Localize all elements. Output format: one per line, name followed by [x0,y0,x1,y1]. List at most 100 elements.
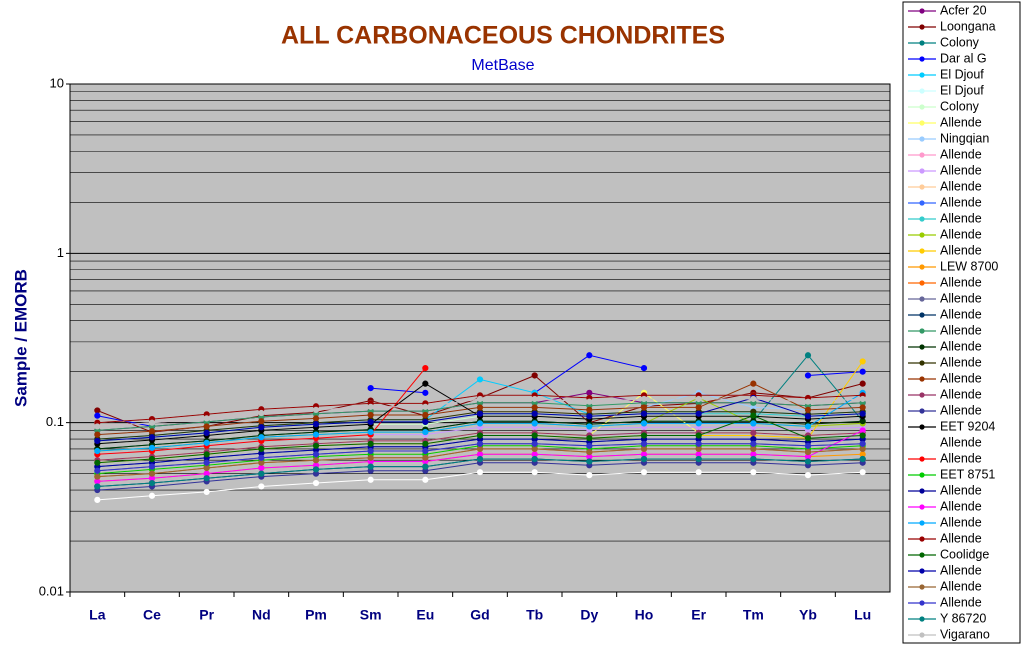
data-point [531,469,538,476]
data-point [859,358,866,365]
x-tick-label: Gd [470,607,489,623]
data-point [312,451,320,458]
data-point [586,423,593,430]
x-tick-label: Lu [854,607,871,623]
x-tick-label: Tm [743,607,764,623]
data-point [804,406,812,413]
legend-label: Allende [940,387,982,401]
data-point [640,445,648,452]
data-point [476,376,484,383]
data-point [695,432,702,439]
legend-marker [919,216,925,222]
data-point [695,395,702,403]
x-tick-label: Ce [143,607,161,623]
data-point [148,470,156,477]
data-point [203,459,210,466]
data-point [640,395,648,403]
data-point [203,451,210,458]
legend-marker [919,536,925,542]
data-point [367,411,374,419]
data-point [531,372,538,379]
data-point [476,469,484,476]
data-point [531,404,538,411]
data-point [750,380,757,387]
data-point [859,432,866,439]
data-point [94,447,101,455]
legend-marker [919,168,925,174]
y-tick-label: 10 [50,75,64,90]
data-point [859,410,866,417]
data-point [695,410,702,417]
data-point [203,423,210,430]
legend-label: Colony [940,99,980,113]
data-point [148,428,156,435]
data-point [476,395,484,403]
data-point [258,409,265,417]
legend-label: Dar al G [940,51,987,65]
data-point [367,476,374,483]
data-point [422,380,429,387]
data-point [312,442,320,449]
legend-marker [919,552,925,558]
legend-marker [919,72,925,78]
legend-label: EET 8751 [940,467,995,481]
x-tick-label: Sm [360,607,382,623]
data-point [859,469,866,476]
data-point [367,454,374,461]
data-point [312,466,320,473]
legend-label: LEW 8700 [940,259,998,273]
legend-marker [919,600,925,606]
legend-label: El Djouf [940,83,984,97]
data-point [640,404,648,411]
data-point [476,420,484,427]
data-point [312,406,320,413]
legend-marker [919,264,925,270]
data-point [422,476,429,483]
data-point [94,473,101,480]
data-point [804,372,812,379]
data-point [148,463,156,470]
legend-label: Allende [940,275,982,289]
data-point [531,410,538,417]
data-point [422,428,429,436]
x-tick-label: Pr [199,607,214,623]
legend-label: Allende [940,483,982,497]
legend-marker [919,40,925,46]
data-point [148,419,156,426]
legend-marker [919,312,925,318]
data-point [367,418,374,426]
legend-label: Allende [940,435,982,449]
data-point [804,398,812,405]
data-point [148,479,156,487]
legend-label: El Djouf [940,67,984,81]
legend-marker [919,520,925,526]
data-point [859,440,866,447]
legend-marker [919,504,925,510]
data-point [476,445,484,452]
y-axis-label: Sample / EMORB [11,269,30,407]
legend-label: Allende [940,227,982,241]
data-point [94,467,101,474]
legend-marker [919,56,925,62]
legend-marker [919,24,925,30]
data-point [312,457,320,464]
data-point [476,404,484,411]
legend-marker [919,248,925,254]
data-point [148,455,156,463]
data-point [640,365,648,372]
data-point [750,469,757,476]
legend-label: Acfer 20 [940,3,987,17]
legend-marker [919,424,925,430]
plot-area [70,84,890,592]
legend-marker [919,344,925,350]
data-point [258,470,265,477]
data-point [367,428,374,436]
data-point [804,423,812,430]
legend-marker [919,472,925,478]
data-point [640,469,648,476]
data-point [859,380,866,387]
data-point [94,423,101,430]
legend-label: EET 9204 [940,419,995,433]
